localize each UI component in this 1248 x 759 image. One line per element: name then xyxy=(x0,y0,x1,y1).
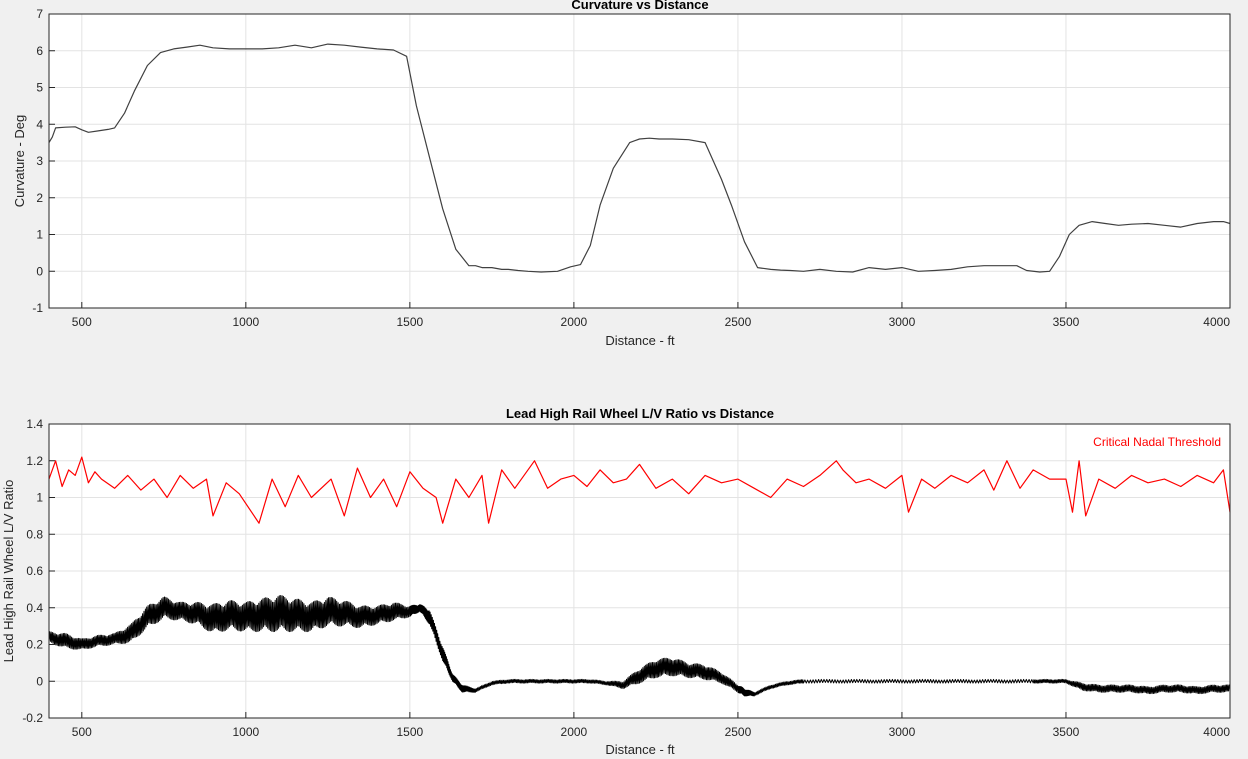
x-tick-label: 3000 xyxy=(889,315,916,329)
x-tick-label: 2000 xyxy=(561,725,588,739)
y-tick-label: 0 xyxy=(36,674,43,688)
series-line-critical-nadal-threshold xyxy=(48,456,1231,524)
y-tick-label: 6 xyxy=(36,44,43,58)
lv-ratio-plot: 500 1000 1500 2000 2500 3000 3500 4000 -0.2 0 0.2 0… xyxy=(1,406,1231,757)
x-tick-label: 3500 xyxy=(1053,315,1080,329)
curvature-plot: 500 1000 1500 2000 2500 3000 3500 4000 -1 0 1 2 3 4 5 6… xyxy=(12,0,1231,348)
x-tick-label: 500 xyxy=(72,315,92,329)
y-tick-label: 1 xyxy=(36,228,43,242)
y-tick-label: 0.8 xyxy=(26,527,43,541)
y-tick-label: 0.4 xyxy=(26,601,43,615)
y-tick-label: 1.2 xyxy=(26,454,43,468)
curvature-title: Curvature vs Distance xyxy=(571,0,708,12)
y-tick-label: 1.4 xyxy=(26,417,43,431)
y-tick-label: 0.6 xyxy=(26,564,43,578)
series-line-0 xyxy=(48,43,1231,273)
legend-critical-nadal-threshold: Critical Nadal Threshold xyxy=(1093,435,1221,449)
lv-series xyxy=(48,456,1231,697)
y-tick-label: 3 xyxy=(36,154,43,168)
curvature-ticks: 500 1000 1500 2000 2500 3000 3500 4000 -1 0 1 2 3 4 5 6… xyxy=(32,7,1231,329)
y-tick-label: 1 xyxy=(36,491,43,505)
y-tick-label: -0.2 xyxy=(22,711,43,725)
x-tick-label: 1000 xyxy=(232,725,259,739)
x-tick-label: 500 xyxy=(72,725,92,739)
x-tick-label: 1000 xyxy=(232,315,259,329)
y-tick-label: 4 xyxy=(36,117,43,131)
y-tick-label: 5 xyxy=(36,81,43,95)
lv-y-axis-label: Lead High Rail Wheel L/V Ratio xyxy=(1,480,16,663)
x-tick-label: 4000 xyxy=(1203,315,1230,329)
x-tick-label: 2000 xyxy=(561,315,588,329)
curvature-series xyxy=(48,43,1231,273)
y-tick-label: 0.2 xyxy=(26,638,43,652)
curvature-x-axis-label: Distance - ft xyxy=(605,333,675,348)
x-tick-label: 2500 xyxy=(725,315,752,329)
y-tick-label: 2 xyxy=(36,191,43,205)
x-tick-label: 1500 xyxy=(397,725,424,739)
x-tick-label: 2500 xyxy=(725,725,752,739)
lv-ticks: 500 1000 1500 2000 2500 3000 3500 4000 -0.2 0 0.2 0… xyxy=(22,417,1231,739)
y-tick-label: -1 xyxy=(32,301,43,315)
series-line-1 xyxy=(48,595,1231,697)
x-tick-label: 3000 xyxy=(889,725,916,739)
lv-x-axis-label: Distance - ft xyxy=(605,742,675,757)
x-tick-label: 3500 xyxy=(1053,725,1080,739)
y-tick-label: 7 xyxy=(36,7,43,21)
curvature-y-axis-label: Curvature - Deg xyxy=(12,115,27,207)
x-tick-label: 4000 xyxy=(1203,725,1230,739)
lv-title: Lead High Rail Wheel L/V Ratio vs Distan… xyxy=(506,406,774,421)
x-tick-label: 1500 xyxy=(397,315,424,329)
y-tick-label: 0 xyxy=(36,264,43,278)
